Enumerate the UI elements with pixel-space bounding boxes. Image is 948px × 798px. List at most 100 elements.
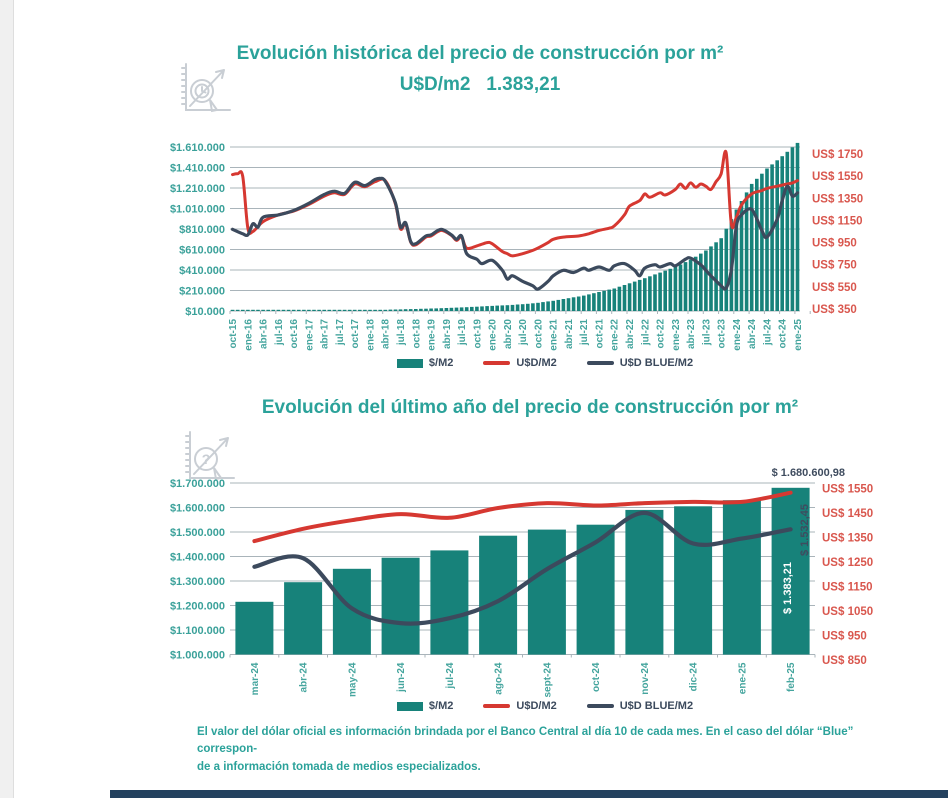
x-axis-label: jul-24 <box>445 662 456 690</box>
price-bar <box>266 309 270 311</box>
right-axis-label: US$ 1350 <box>822 532 873 544</box>
x-axis-label: ago-24 <box>494 662 505 695</box>
price-bar <box>284 582 323 655</box>
x-axis-label: oct-19 <box>472 319 483 349</box>
x-axis-label: abr-24 <box>747 319 758 349</box>
price-bar <box>704 250 708 311</box>
last-year-chart-title-block: Evolución del último año del precio de c… <box>210 394 850 422</box>
left-axis-label: $10.000 <box>185 306 225 318</box>
price-bar <box>775 160 779 311</box>
price-bar <box>235 309 240 311</box>
price-bar <box>419 308 423 311</box>
x-axis-label: ene-20 <box>488 319 499 351</box>
price-bar <box>408 309 413 311</box>
price-bar <box>230 309 235 311</box>
price-bar <box>744 192 749 311</box>
price-bar <box>276 309 281 311</box>
source-footnote: El valor del dólar oficial es informació… <box>197 724 877 776</box>
price-bar <box>403 309 408 311</box>
legend-item-usd-blue: U$D BLUE/M2 <box>586 357 693 369</box>
price-bar <box>388 309 393 311</box>
x-axis-label: oct-24 <box>778 319 789 349</box>
x-axis-label: abr-22 <box>625 319 636 349</box>
price-bar <box>592 293 596 311</box>
left-axis-label: $1.100.000 <box>170 625 225 637</box>
usd-blue-line <box>230 176 800 291</box>
right-axis-label: US$ 1050 <box>822 606 873 618</box>
price-bar <box>414 309 418 312</box>
x-axis-label: abr-20 <box>503 319 514 349</box>
price-bar <box>515 304 520 311</box>
price-bar <box>429 308 433 311</box>
price-bar <box>363 309 367 311</box>
price-bar <box>551 300 555 312</box>
price-bar <box>297 309 301 311</box>
price-bar <box>622 285 627 311</box>
price-bar <box>678 264 683 311</box>
footnote-line-1: El valor del dólar oficial es informació… <box>197 726 854 756</box>
price-bar <box>531 303 535 311</box>
x-axis-label: oct-18 <box>411 319 422 349</box>
price-bar <box>724 228 729 311</box>
right-axis-label: US$ 1550 <box>812 171 863 183</box>
usd-line <box>231 149 799 258</box>
left-axis-label: $1.400.000 <box>170 552 225 564</box>
historical-chart-title-block: Evolución histórica del precio de constr… <box>150 38 810 100</box>
price-bar <box>424 308 428 311</box>
usd-blue-line <box>252 510 793 626</box>
price-bar <box>307 309 311 311</box>
x-axis-label: mar-24 <box>250 662 261 695</box>
x-axis-label: ene-25 <box>737 662 748 694</box>
price-bar <box>332 568 371 655</box>
price-bar <box>368 309 372 311</box>
legend-label: U$D/M2 <box>516 357 557 369</box>
price-bar <box>556 299 561 311</box>
right-axis-label: US$ 1450 <box>822 508 873 520</box>
price-bar <box>434 308 438 311</box>
price-bar <box>241 309 245 311</box>
left-axis-label: $1.200.000 <box>170 601 225 613</box>
x-axis-label: jul-22 <box>640 319 651 347</box>
price-bar <box>683 262 688 311</box>
historical-chart-subtitle: U$D/m2 1.383,21 <box>399 74 561 95</box>
x-axis-label: abr-24 <box>299 662 310 692</box>
x-axis-label: oct-17 <box>350 319 361 349</box>
price-bar <box>576 524 615 655</box>
price-bar <box>393 309 398 311</box>
right-axis-label: US$ 1250 <box>822 557 873 569</box>
price-bar <box>653 274 657 311</box>
historical-chart-title: Evolución histórica del precio de constr… <box>236 43 724 64</box>
left-axis-label: $1.700.000 <box>170 478 225 490</box>
price-bar <box>271 309 276 311</box>
price-bar <box>505 305 510 311</box>
bar-swatch-icon <box>396 358 423 368</box>
usd-line-value-label: $ 1.532,45 <box>799 504 811 556</box>
navy-line-swatch-icon <box>586 704 614 708</box>
x-axis-label: dic-24 <box>689 662 700 691</box>
price-bar <box>526 303 530 311</box>
x-axis-label: jul-21 <box>579 319 590 347</box>
left-axis-label: $1.300.000 <box>170 576 225 588</box>
legend-label: $/M2 <box>428 357 454 369</box>
right-axis-label: US$ 950 <box>822 630 867 642</box>
price-bar <box>627 283 632 311</box>
price-bar <box>358 309 362 311</box>
price-bar <box>541 302 545 311</box>
right-axis-label: US$ 1150 <box>822 581 873 593</box>
right-axis-label: US$ 950 <box>812 238 857 250</box>
legend-item-usd: U$D/M2 <box>483 357 557 369</box>
legend-item-pesos: $/M2 <box>396 357 454 369</box>
chart-magnifier-clock-icon <box>176 58 234 125</box>
price-bar <box>722 500 761 655</box>
x-axis-label: ene-23 <box>671 319 682 351</box>
x-axis-label: abr-18 <box>381 319 392 349</box>
price-bar <box>790 147 795 311</box>
red-line-swatch-icon <box>483 704 511 708</box>
price-bar <box>755 178 759 311</box>
right-axis-label: US$ 1750 <box>812 149 863 161</box>
price-bar <box>444 308 449 311</box>
price-bar <box>709 246 713 311</box>
price-bar <box>602 290 606 311</box>
price-bar <box>673 266 678 311</box>
price-bar <box>342 309 347 311</box>
